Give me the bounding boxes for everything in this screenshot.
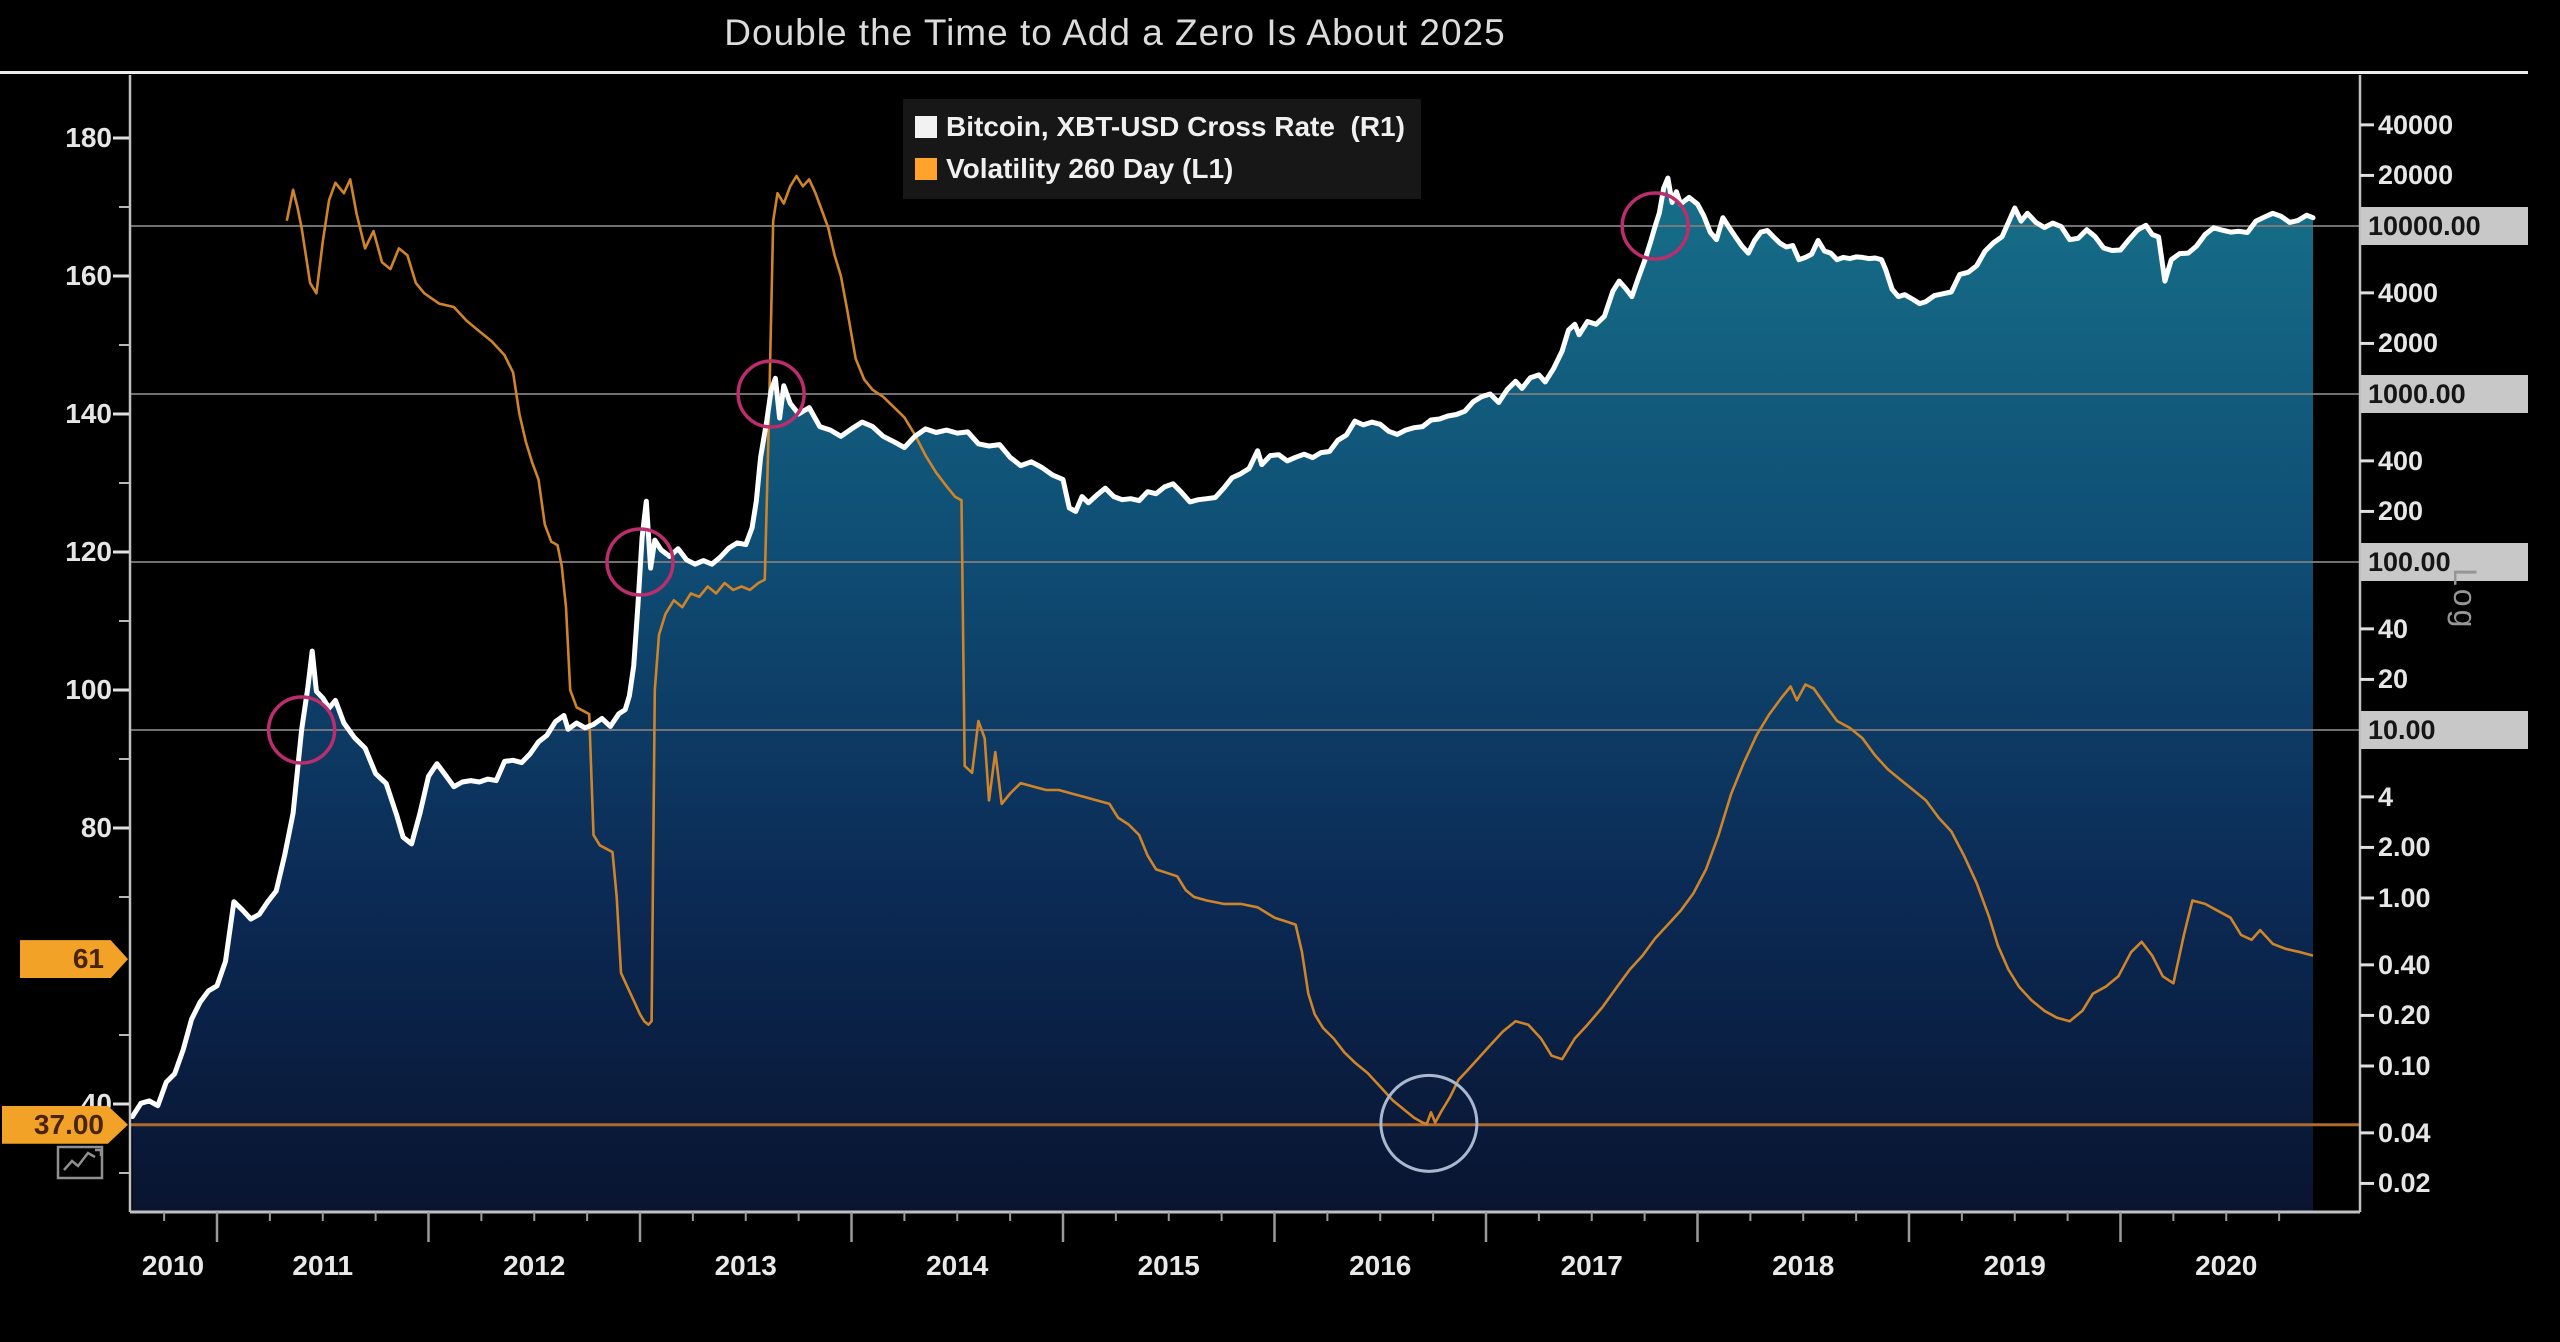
legend-item-volatility-swatch-icon bbox=[915, 158, 937, 180]
log-scale-toggle[interactable]: Log bbox=[2447, 568, 2483, 631]
price-milestone-circle-1 bbox=[266, 695, 337, 765]
chart-tool-icon[interactable] bbox=[56, 1140, 108, 1187]
legend-item-bitcoin-swatch-icon bbox=[915, 116, 937, 138]
legend-item-volatility-label: Volatility 260 Day (L1) bbox=[946, 153, 1234, 184]
chart-legend: Bitcoin, XBT-USD Cross Rate (R1) Volatili… bbox=[903, 99, 1421, 199]
chart-title: Double the Time to Add a Zero Is About 2… bbox=[724, 12, 1506, 53]
line-chart-icon bbox=[56, 1145, 104, 1180]
legend-item-bitcoin-label: Bitcoin, XBT-USD Cross Rate (R1) bbox=[946, 111, 1405, 142]
price-milestone-circle-2 bbox=[605, 527, 675, 597]
legend-item-bitcoin[interactable]: Bitcoin, XBT-USD Cross Rate (R1) bbox=[915, 106, 1405, 148]
price-milestone-circle-3 bbox=[736, 359, 806, 429]
volatility-low-circle bbox=[1379, 1073, 1479, 1173]
bitcoin-area-fill bbox=[132, 178, 2314, 1212]
legend-item-volatility[interactable]: Volatility 260 Day (L1) bbox=[915, 148, 1405, 190]
volatility-line bbox=[285, 174, 2314, 1126]
title-underline bbox=[0, 71, 2528, 74]
price-milestone-circle-4 bbox=[1620, 191, 1690, 261]
bitcoin-price-line bbox=[129, 175, 2316, 1120]
